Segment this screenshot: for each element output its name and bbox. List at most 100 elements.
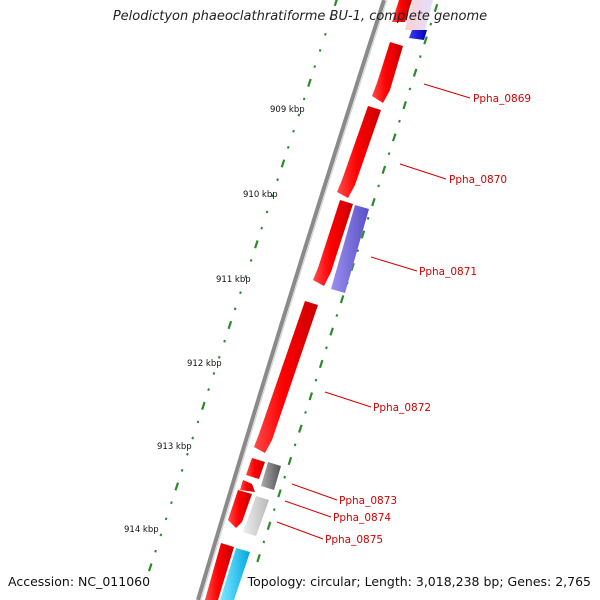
gene-label-ppha-0869[interactable]: Ppha_0869 bbox=[473, 93, 531, 105]
kbp-label: 910 kbp bbox=[243, 190, 278, 200]
map-title: Pelodictyon phaeoclathratiforme BU-1, co… bbox=[112, 9, 488, 24]
blast-hit-gray[interactable] bbox=[261, 462, 281, 490]
leader-line bbox=[291, 483, 338, 501]
scale-minor-tick bbox=[272, 508, 276, 511]
scale-minor-tick bbox=[302, 97, 306, 101]
kbp-label: 911 kbp bbox=[216, 275, 251, 285]
scale-minor-tick bbox=[429, 22, 433, 26]
scale-minor-tick bbox=[313, 65, 317, 69]
gene-label-ppha-0874[interactable]: Ppha_0874 bbox=[333, 512, 391, 524]
scale-major-tick bbox=[339, 295, 345, 304]
scale-major-tick bbox=[174, 482, 180, 491]
scale-major-tick bbox=[147, 563, 153, 572]
genome-backbone-highlight bbox=[200, 0, 388, 600]
scale-major-tick bbox=[227, 320, 233, 330]
scale-minor-tick bbox=[398, 119, 401, 123]
scale-minor-tick bbox=[186, 452, 189, 456]
cds-feature[interactable] bbox=[392, 0, 412, 22]
scale-minor-tick bbox=[419, 55, 422, 58]
scale-minor-tick bbox=[249, 258, 253, 262]
scale-minor-tick bbox=[212, 372, 216, 375]
scale-major-tick bbox=[402, 100, 407, 110]
gene-label-leaders bbox=[276, 83, 471, 540]
scale-minor-tick bbox=[283, 475, 287, 479]
scale-minor-tick bbox=[329, 16, 333, 20]
leader-line bbox=[276, 521, 324, 540]
cds-feature-ppha-0874[interactable] bbox=[240, 480, 255, 492]
scale-minor-tick bbox=[366, 216, 370, 220]
scale-major-tick bbox=[298, 424, 303, 433]
gene-label-ppha-0873[interactable]: Ppha_0873 bbox=[339, 495, 397, 507]
scale-minor-tick bbox=[292, 129, 295, 133]
blast-hit-cyan[interactable] bbox=[220, 548, 250, 600]
cds-feature[interactable] bbox=[205, 543, 234, 600]
scale-minor-tick bbox=[270, 194, 274, 198]
scale-major-tick bbox=[333, 0, 338, 7]
blast-hit-pale[interactable] bbox=[405, 0, 433, 30]
scale-major-tick bbox=[423, 36, 428, 45]
blast-hit-blue[interactable] bbox=[409, 30, 427, 40]
blast-hit-purple[interactable] bbox=[331, 205, 369, 293]
blast-hit-lightgray[interactable] bbox=[243, 496, 269, 536]
blast-hit-features bbox=[220, 0, 433, 600]
kbp-label: 912 kbp bbox=[187, 359, 222, 369]
scale-major-tick bbox=[256, 553, 261, 563]
kbp-label: 914 kbp bbox=[124, 525, 159, 535]
scale-major-tick bbox=[381, 165, 387, 174]
gene-label-ppha-0872[interactable]: Ppha_0872 bbox=[373, 402, 431, 414]
scale-minor-tick bbox=[239, 291, 242, 295]
scale-minor-tick bbox=[387, 152, 391, 156]
scale-major-tick bbox=[391, 133, 397, 142]
scale-major-tick bbox=[287, 456, 293, 466]
scale-minor-tick bbox=[164, 517, 168, 521]
scale-minor-tick bbox=[244, 275, 248, 278]
cds-feature-ppha-0869[interactable] bbox=[372, 42, 403, 103]
cds-feature-ppha-0871[interactable] bbox=[313, 200, 353, 286]
leader-line bbox=[324, 391, 372, 408]
accession-text: Accession: NC_011060 bbox=[8, 574, 151, 589]
genome-stats-text: Topology: circular; Length: 3,018,238 bp… bbox=[247, 574, 591, 589]
scale-minor-tick bbox=[196, 420, 200, 424]
scale-major-tick bbox=[201, 401, 206, 410]
scale-major-tick bbox=[412, 68, 418, 77]
scale-major-tick bbox=[433, 3, 439, 13]
scale-major-tick bbox=[318, 359, 324, 369]
gene-label-ppha-0875[interactable]: Ppha_0875 bbox=[325, 534, 383, 546]
gene-label-ppha-0870[interactable]: Ppha_0870 bbox=[449, 174, 507, 186]
cds-feature-ppha-0872[interactable] bbox=[254, 301, 318, 453]
scale-minor-tick bbox=[207, 388, 210, 392]
scale-minor-tick bbox=[233, 307, 237, 311]
gene-label-ppha-0871[interactable]: Ppha_0871 bbox=[419, 266, 477, 278]
scale-ring-inner bbox=[256, 3, 439, 563]
leader-line bbox=[399, 163, 447, 180]
scale-major-tick bbox=[280, 159, 286, 168]
scale-minor-tick bbox=[223, 339, 226, 343]
kbp-labels: 909 kbp 910 kbp 911 kbp 912 kbp 913 kbp … bbox=[124, 105, 305, 535]
scale-minor-tick bbox=[217, 355, 221, 359]
scale-minor-tick bbox=[276, 178, 279, 182]
scale-minor-tick bbox=[286, 145, 290, 149]
genome-backbone-arc bbox=[196, 0, 386, 600]
scale-major-tick bbox=[277, 489, 282, 498]
leader-line bbox=[284, 500, 332, 518]
cds-feature-ppha-0875[interactable] bbox=[228, 490, 252, 528]
scale-minor-tick bbox=[180, 468, 184, 472]
scale-minor-tick bbox=[408, 87, 412, 91]
scale-major-tick bbox=[254, 240, 259, 249]
scale-major-tick bbox=[371, 197, 376, 207]
cds-feature-ppha-0873[interactable] bbox=[246, 458, 265, 479]
scale-minor-tick bbox=[325, 346, 328, 350]
scale-minor-tick bbox=[260, 226, 264, 230]
scale-minor-tick bbox=[335, 314, 339, 317]
scale-minor-tick bbox=[191, 436, 195, 440]
scale-ring-outer bbox=[147, 0, 338, 572]
scale-major-tick bbox=[308, 392, 314, 401]
cds-feature-ppha-0870[interactable] bbox=[337, 106, 381, 198]
scale-minor-tick bbox=[159, 533, 163, 537]
scale-minor-tick bbox=[304, 411, 307, 414]
scale-minor-tick bbox=[265, 210, 269, 214]
scale-major-tick bbox=[307, 78, 312, 87]
scale-major-tick bbox=[266, 521, 272, 530]
